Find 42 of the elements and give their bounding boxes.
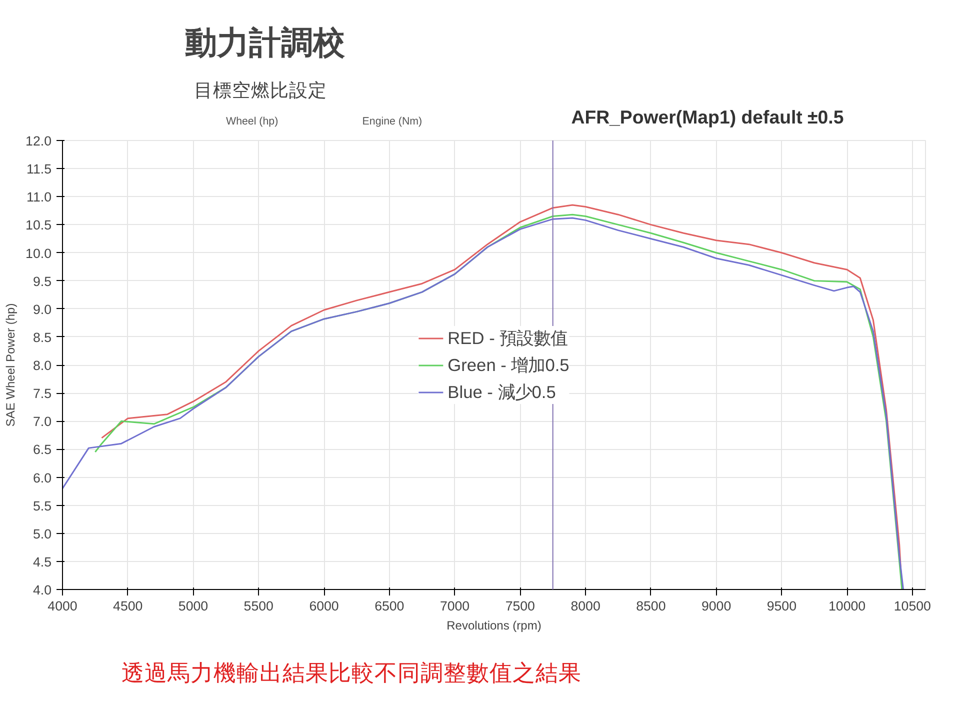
y-tick-label: 10.5 (26, 218, 52, 233)
text: Engine (Nm) (362, 116, 422, 128)
x-tick-label: 10500 (894, 598, 931, 614)
x-tick-label: 5500 (244, 598, 274, 614)
x-tick-label: 8500 (636, 598, 666, 614)
x-tick-label: 5000 (178, 598, 208, 614)
legend-label: Green - 增加0.5 (448, 354, 570, 376)
legend-label: Blue - 減少0.5 (448, 380, 556, 404)
x-tick-label: 6000 (309, 598, 339, 614)
y-tick-label: 4.5 (32, 554, 52, 570)
y-tick-label: 7.5 (32, 386, 52, 402)
x-tick-label: 9500 (766, 598, 796, 614)
y-tick-label: 5.0 (32, 526, 52, 542)
y-tick-label: 12.0 (26, 134, 52, 148)
x-tick-label: 9000 (701, 598, 732, 614)
y-tick-label: 9.0 (32, 302, 52, 317)
y-tick-label: 11.0 (26, 190, 52, 205)
x-tick-label: 7000 (440, 598, 470, 614)
x-tick-label: 8000 (570, 598, 600, 614)
x-axis-title: Revolutions (rpm) (446, 618, 542, 632)
x-tick-label: 7500 (505, 598, 535, 614)
y-tick-label: 8.5 (32, 330, 52, 345)
y-tick-label: 8.0 (32, 358, 52, 373)
x-tick-label: 4000 (48, 598, 78, 614)
y-tick-label: 6.0 (32, 470, 52, 486)
legend-label: RED - 預設數值 (448, 326, 568, 350)
y-tick-label: 9.5 (32, 274, 52, 289)
y-tick-label: 11.5 (26, 162, 52, 177)
chart-subtitle: 目標空燃比設定 (194, 80, 328, 100)
y-tick-label: 5.5 (32, 498, 52, 514)
y-tick-label: 7.0 (32, 414, 52, 430)
y-tick-label: 4.0 (32, 582, 52, 598)
chart-title: 動力計調校 (185, 24, 346, 60)
text: 透過馬力機輸出結果比較不同調整數值之結果 (122, 660, 582, 686)
x-tick-label: 6500 (374, 598, 404, 614)
x-tick-label: 10000 (828, 598, 866, 614)
y-axis-title: SAE Wheel Power (hp) (4, 303, 18, 427)
y-tick-label: 6.5 (32, 442, 52, 458)
text: AFR_Power(Map1) default ±0.5 (571, 106, 844, 128)
text: Wheel (hp) (226, 116, 278, 128)
y-tick-label: 10.0 (26, 246, 52, 261)
x-tick-label: 4500 (113, 598, 143, 614)
